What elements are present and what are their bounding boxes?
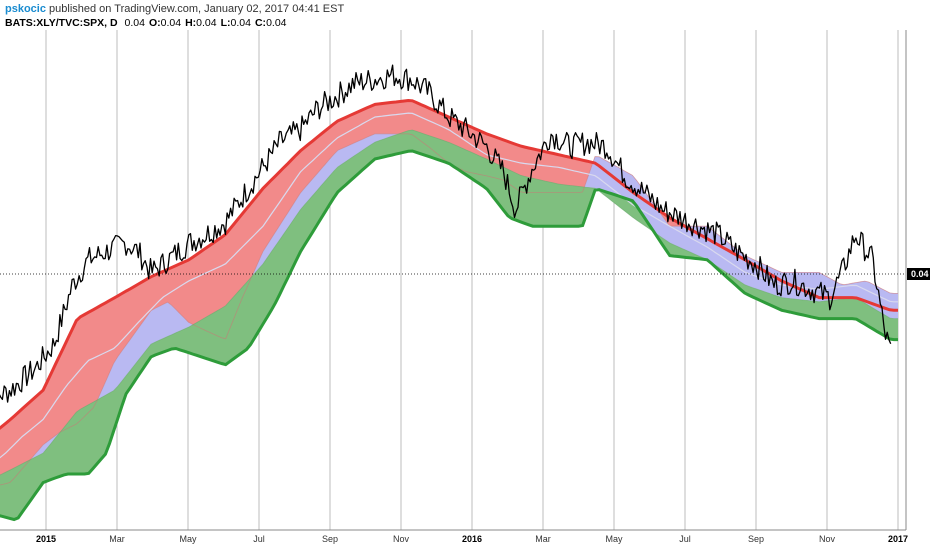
ohlc-line: BATS:XLY/TVC:SPX, D 0.04 O:0.04 H:0.04 L:0.… [5,16,905,30]
price-scale-label: 0.04 [907,268,930,280]
x-tick-label: Mar [535,534,551,544]
lower-band-line [0,149,898,522]
x-axis-ticks: 2015 Mar May Jul Sep Nov 2016 Mar May Jul Sep Nov 20… [36,534,908,544]
open-label: O: [148,17,161,29]
x-tick-label: Jul [253,534,265,544]
x-tick-label: 2015 [36,534,56,544]
high-label: H: [185,17,197,29]
open-value: 0.04 [160,17,182,29]
upper-band-line [0,98,898,430]
x-tick-label: 2017 [888,534,908,544]
x-tick-label: 2016 [462,534,482,544]
upper-band-fill [0,100,898,485]
x-tick-label: Sep [322,534,338,544]
publish-info: published on TradingView.com, January 02… [49,3,345,15]
low-label: L: [220,17,231,29]
price-label-box [907,268,930,280]
close-label: C: [254,17,267,29]
x-tick-label: May [179,534,197,544]
symbol-label: BATS:XLY/TVC:SPX, D [5,17,118,29]
publish-line: pskocic published on TradingView.com, Ja… [5,2,905,16]
price-label-text: 0.04 [911,269,929,279]
low-value: 0.04 [230,17,251,29]
lower-mid-line [0,129,898,476]
basis-line [0,112,898,459]
high-value: 0.04 [196,17,217,29]
close-value: 0.04 [266,17,287,29]
last-value: 0.04 [124,17,145,29]
x-tick-label: Nov [393,534,410,544]
x-tick-label: Nov [819,534,836,544]
price-line-series [0,64,892,403]
chart-header: pskocic published on TradingView.com, Ja… [5,2,905,30]
band-lines [0,64,898,522]
x-tick-label: Jul [679,534,691,544]
author-link[interactable]: pskocic [5,3,46,15]
band-fills [0,100,898,520]
x-tick-label: May [605,534,623,544]
x-tick-label: Sep [748,534,764,544]
x-tick-label: Mar [109,534,125,544]
